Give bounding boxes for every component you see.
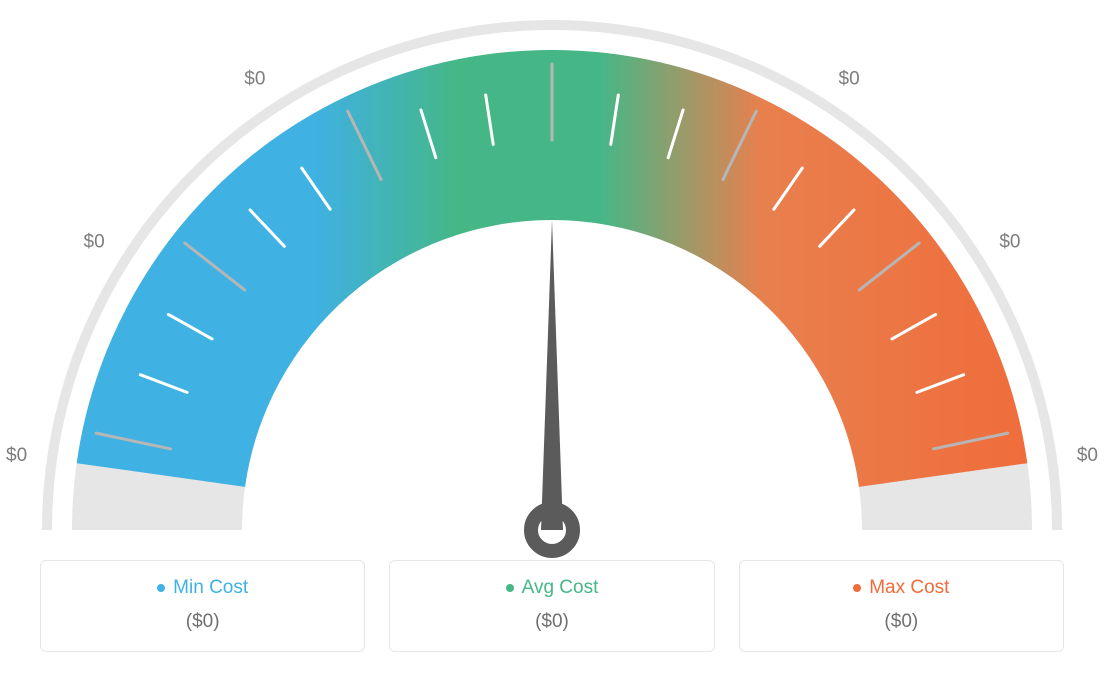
gauge-scale-label: $0 [999, 232, 1020, 254]
legend-title: Min Cost [157, 577, 248, 599]
legend-label: Avg Cost [522, 577, 599, 599]
legend-title: Max Cost [853, 577, 949, 599]
legend-label: Max Cost [869, 577, 949, 599]
legend-dot-icon [506, 584, 514, 592]
legend-dot-icon [157, 584, 165, 592]
legend-dot-icon [853, 584, 861, 592]
legend-value: ($0) [51, 611, 354, 633]
gauge-scale-label: $0 [84, 232, 105, 254]
legend-value: ($0) [400, 611, 703, 633]
gauge-chart-container: $0$0$0$0$0$0$0 Min Cost($0)Avg Cost($0)M… [0, 0, 1104, 690]
gauge-scale-label: $0 [6, 445, 27, 467]
legend-row: Min Cost ($0) Avg Cost ($0) Max Cost ($0) [40, 560, 1064, 652]
legend-card: Max Cost ($0) [739, 560, 1064, 652]
legend-value: ($0) [750, 611, 1053, 633]
gauge-svg [0, 10, 1104, 580]
legend-title: Avg Cost [506, 577, 599, 599]
gauge-scale-label: $0 [1077, 445, 1098, 467]
legend-label: Min Cost [173, 577, 248, 599]
gauge-scale-label: $0 [244, 68, 265, 90]
legend-card: Min Cost ($0) [40, 560, 365, 652]
legend-card: Avg Cost ($0) [389, 560, 714, 652]
gauge-area: $0$0$0$0$0$0$0 [0, 0, 1104, 545]
gauge-scale-label: $0 [839, 68, 860, 90]
